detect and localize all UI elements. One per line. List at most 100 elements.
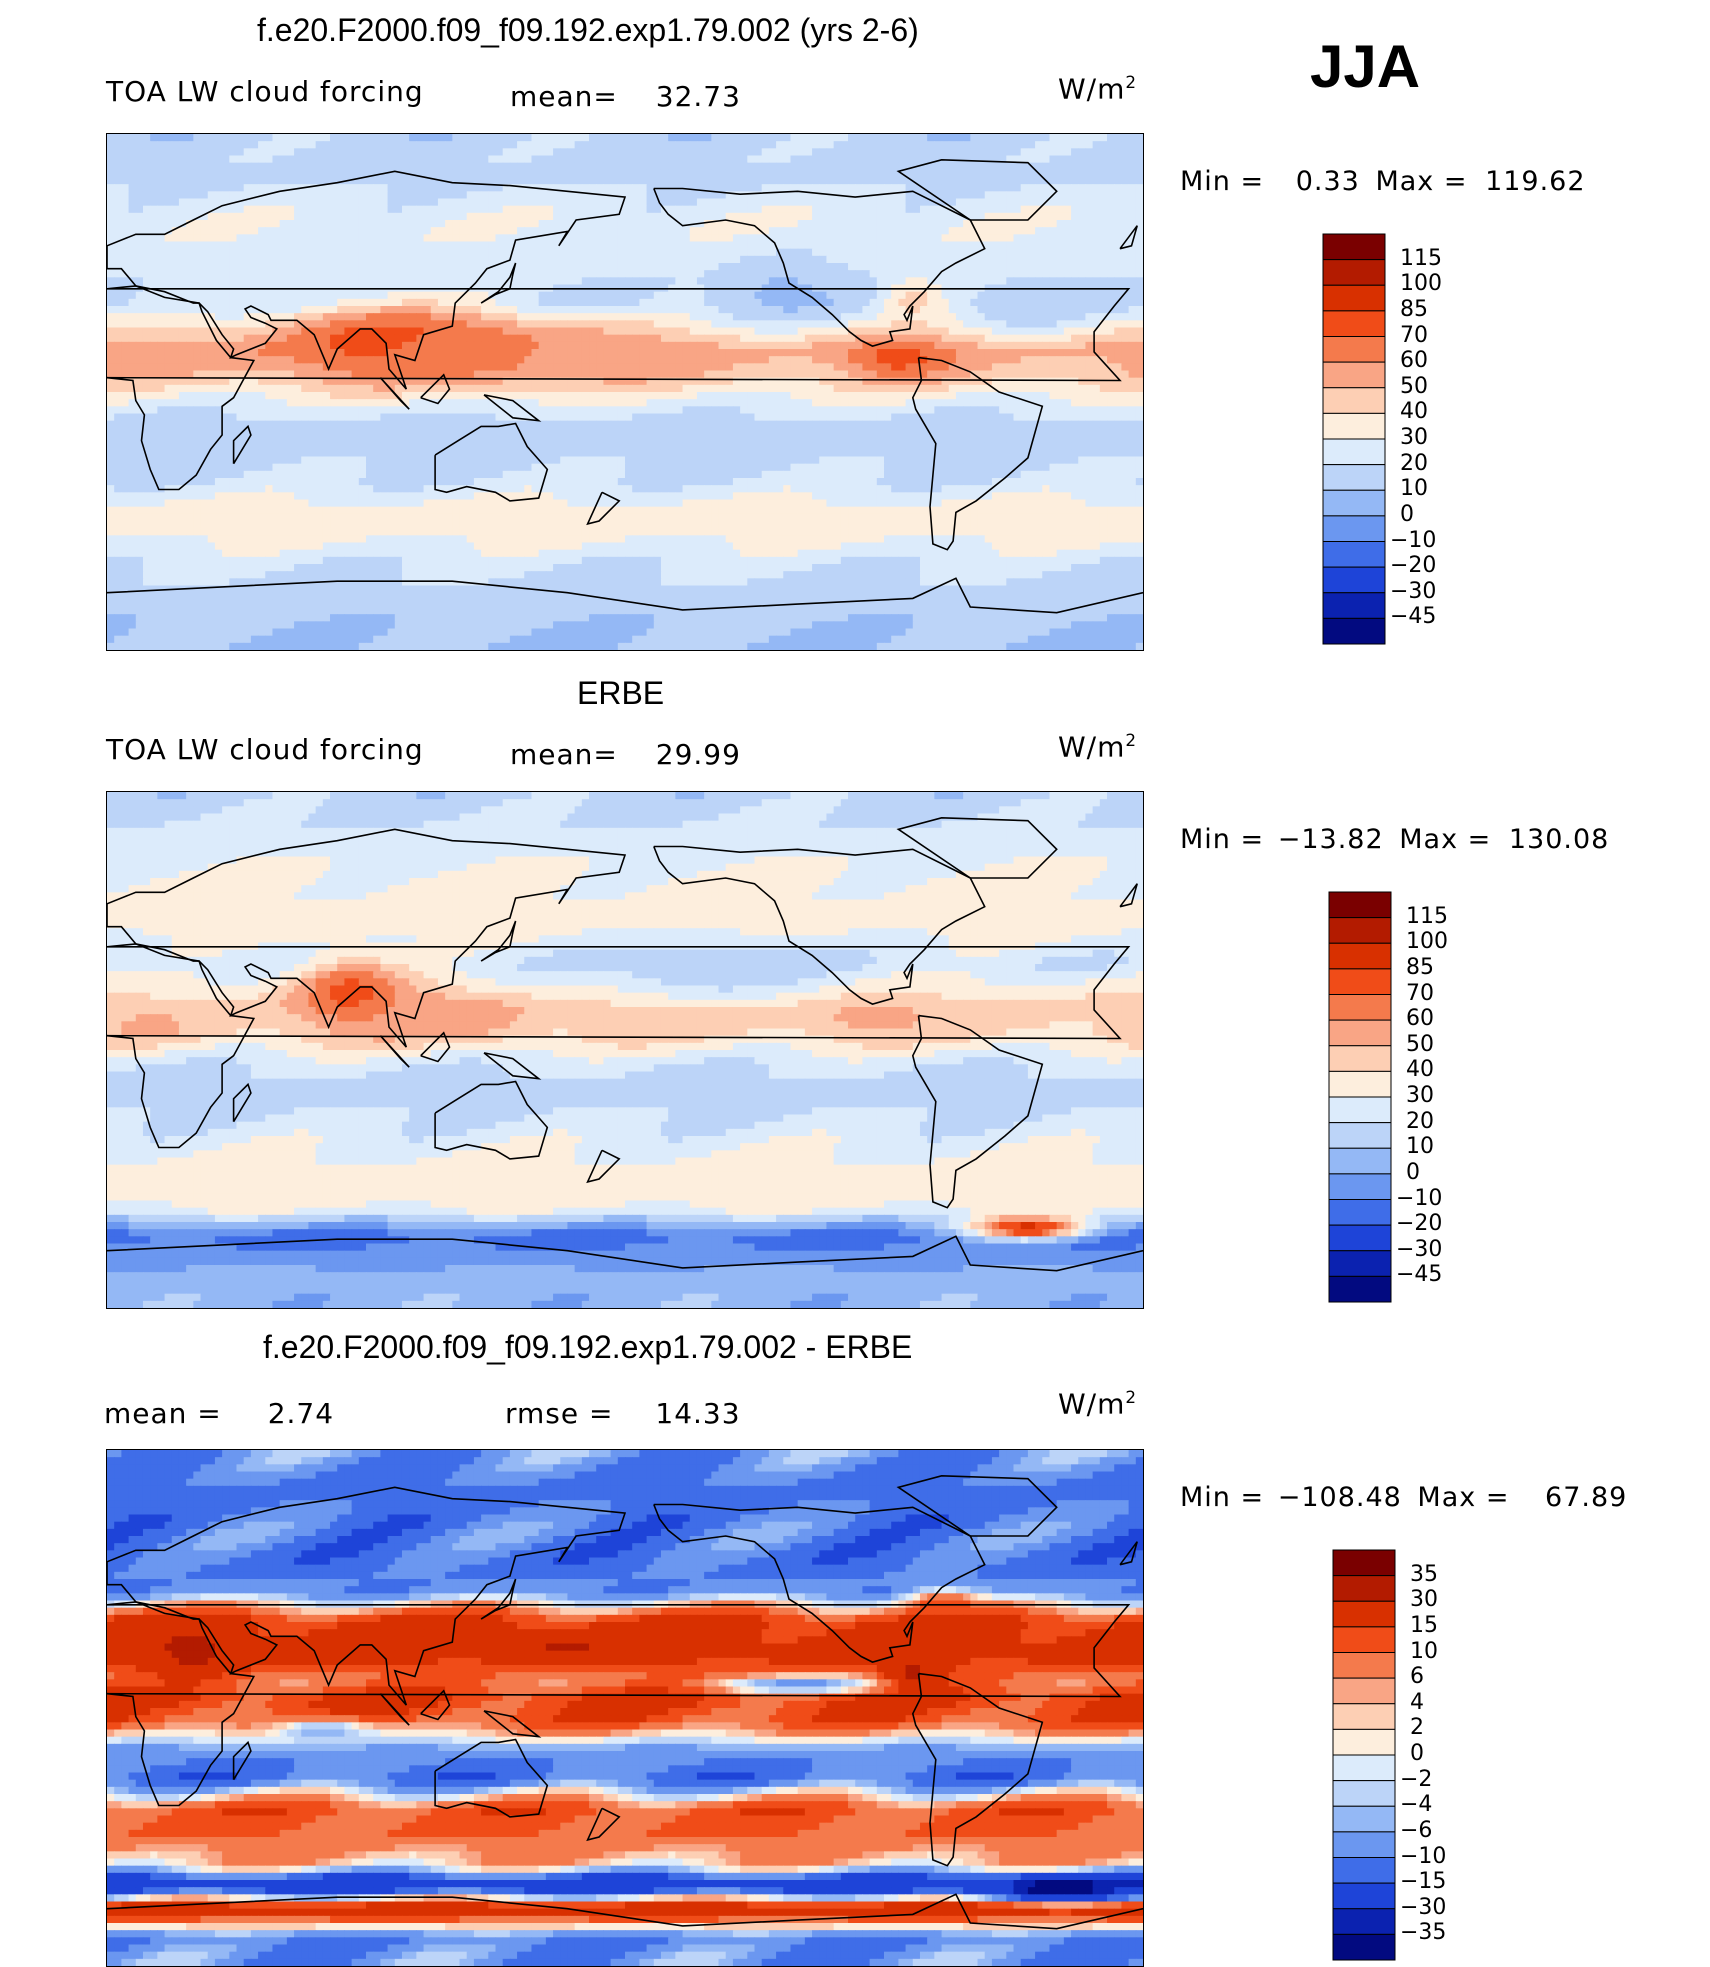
field-cell [243, 341, 252, 350]
field-cell [776, 191, 784, 200]
field-cell [387, 220, 396, 228]
field-cell [848, 198, 856, 207]
field-cell [696, 248, 705, 257]
field-cell [236, 270, 245, 278]
field-cell [250, 141, 259, 149]
field-cell [214, 155, 223, 164]
field-cell [358, 291, 367, 300]
field-cell [531, 277, 540, 286]
field-cell [740, 306, 748, 314]
field-cell [286, 277, 295, 286]
field-cell [991, 320, 1000, 329]
field-cell [1092, 327, 1101, 336]
field-cell [1049, 327, 1058, 336]
field-cell [898, 198, 907, 207]
field-cell [560, 291, 569, 300]
field-cell [322, 291, 331, 300]
field-cell [603, 277, 612, 286]
field-cell [617, 270, 626, 278]
field-cell [1085, 263, 1094, 271]
field-cell [941, 341, 950, 350]
field-cell [222, 377, 230, 386]
field-cell [625, 205, 633, 214]
field-cell [927, 363, 935, 372]
field-cell [682, 291, 691, 300]
field-cell [819, 334, 828, 343]
field-cell [459, 349, 468, 357]
field-cell [1049, 134, 1058, 142]
field-cell [1063, 306, 1072, 314]
field-cell [898, 162, 907, 171]
field-cell [142, 227, 151, 235]
field-cell [373, 320, 381, 329]
field-cell [207, 220, 216, 228]
field-cell [948, 255, 957, 264]
field-cell [732, 162, 741, 171]
field-cell [207, 184, 216, 192]
field-cell [272, 263, 281, 271]
field-cell [171, 341, 180, 350]
field-cell [999, 291, 1007, 300]
field-cell [214, 363, 223, 372]
field-cell [186, 248, 194, 257]
field-cell [732, 291, 741, 300]
field-cell [466, 298, 475, 307]
field-cell [1020, 334, 1029, 343]
field-cell [732, 334, 741, 343]
field-cell [819, 184, 828, 192]
field-cell [272, 370, 281, 379]
field-cell [538, 277, 547, 286]
field-cell [373, 234, 381, 243]
field-cell [272, 198, 281, 207]
field-cell [891, 349, 899, 357]
field-cell [459, 277, 468, 286]
field-cell [574, 370, 583, 379]
field-cell [358, 227, 367, 235]
field-cell [502, 327, 511, 336]
field-cell [545, 263, 554, 271]
field-cell [401, 277, 410, 286]
field-cell [401, 162, 410, 171]
field-cell [984, 162, 993, 171]
field-cell [1128, 320, 1137, 329]
field-cell [696, 363, 705, 372]
field-cell [660, 277, 669, 286]
field-cell [229, 255, 238, 264]
field-cell [804, 234, 813, 243]
field-cell [157, 298, 166, 307]
field-cell [1085, 212, 1094, 221]
field-cell [524, 227, 533, 235]
field-cell [553, 191, 561, 200]
field-cell [1114, 148, 1123, 157]
field-cell [193, 162, 202, 171]
field-cell [833, 270, 842, 278]
field-cell [754, 356, 763, 364]
field-cell [409, 270, 417, 278]
field-cell [711, 263, 720, 271]
field-cell [1063, 205, 1072, 214]
field-cell [581, 306, 590, 314]
field-cell [711, 177, 720, 185]
field-cell [898, 313, 907, 321]
field-cell [1035, 298, 1043, 307]
field-cell [128, 270, 137, 278]
field-cell [200, 291, 209, 300]
field-cell [193, 177, 202, 185]
field-cell [682, 334, 691, 343]
field-cell [1042, 320, 1051, 329]
field-cell [970, 291, 979, 300]
field-cell [330, 220, 338, 228]
field-cell [905, 191, 914, 200]
field-cell [1078, 349, 1087, 357]
field-cell [1027, 356, 1036, 364]
field-cell [1056, 234, 1065, 243]
field-cell [919, 263, 928, 271]
field-cell [963, 191, 971, 200]
field-cell [884, 327, 892, 336]
field-cell [430, 227, 439, 235]
field-cell [286, 191, 295, 200]
field-cell [919, 334, 928, 343]
field-cell [517, 298, 525, 307]
field-cell [826, 248, 835, 257]
field-cell [1107, 298, 1115, 307]
